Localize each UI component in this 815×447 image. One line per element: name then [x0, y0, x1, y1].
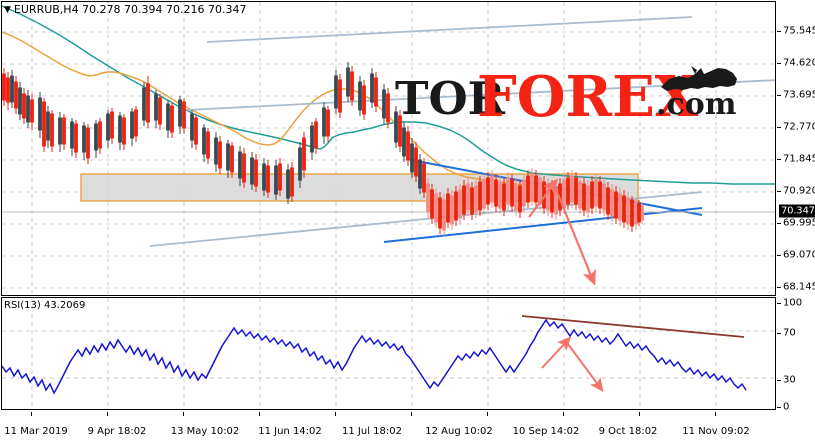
candlestick-series	[2, 62, 644, 236]
price-axis-label: 70.920	[783, 185, 815, 197]
price-chart-svg	[2, 2, 775, 295]
time-axis: 11 Mar 2019 9 Apr 18:02 13 May 10:02 11 …	[0, 412, 815, 447]
lower-channel-line	[149, 191, 703, 247]
price-axis-label: 73.695	[783, 89, 815, 101]
time-axis-label: 11 Jun 14:02	[258, 426, 322, 437]
upper-channel-line	[186, 79, 775, 111]
rsi-axis: 100 70 30 0	[777, 297, 815, 413]
price-axis-label: 72.770	[783, 121, 815, 133]
v-gridlines	[31, 2, 717, 295]
price-axis: 75.545 74.620 73.695 72.770 71.845 70.92…	[777, 1, 815, 296]
current-price-badge: 70.347	[779, 204, 815, 218]
ma-slow-teal-line	[2, 5, 775, 185]
time-axis-label: 11 Nov 09:02	[682, 426, 750, 437]
rsi-indicator-label: RSI(13) 43.2069	[4, 300, 86, 311]
rsi-axis-label: 100	[783, 297, 803, 309]
price-axis-label: 69.995	[783, 217, 815, 229]
rsi-axis-label: 0	[783, 401, 790, 413]
price-chart-panel[interactable]	[1, 1, 776, 296]
rsi-chart-svg	[2, 298, 775, 409]
time-axis-label: 10 Sep 14:02	[512, 426, 580, 437]
price-axis-label: 75.545	[783, 25, 815, 37]
forecast-up-arrow	[528, 178, 559, 218]
rsi-v-gridlines	[31, 298, 717, 409]
time-axis-label: 13 May 10:02	[170, 426, 240, 437]
rsi-chart-panel[interactable]	[1, 297, 776, 410]
price-axis-label: 69.070	[783, 249, 815, 261]
price-axis-label: 68.145	[783, 281, 815, 293]
symbol-ohlc-text: EURRUB,H4 70.278 70.394 70.216 70.347	[13, 3, 247, 16]
h-gridlines	[2, 31, 775, 289]
time-axis-label: 9 Oct 18:02	[598, 426, 658, 437]
rsi-gridlines	[2, 330, 775, 379]
ascending-blue-support	[383, 207, 703, 243]
time-axis-label: 12 Aug 10:02	[425, 426, 493, 437]
rsi-forecast-down-arrow	[567, 343, 604, 393]
price-axis-label: 74.620	[783, 57, 815, 69]
rsi-descending-resistance	[521, 315, 745, 338]
rsi-forecast-up-arrow	[541, 336, 572, 369]
rsi-axis-label: 70	[783, 327, 796, 339]
time-axis-label: 9 Apr 18:02	[87, 426, 147, 437]
time-axis-label: 11 Jul 18:02	[342, 426, 402, 437]
rsi-line	[2, 318, 747, 395]
chevron-down-icon[interactable]: ▼	[4, 5, 11, 15]
forecast-down-arrow	[553, 186, 596, 286]
rsi-axis-label: 30	[783, 374, 796, 386]
price-axis-label: 71.845	[783, 153, 815, 165]
top-guide-line	[206, 16, 693, 43]
symbol-header: ▼ EURRUB,H4 70.278 70.394 70.216 70.347	[4, 3, 247, 16]
time-axis-label: 11 Mar 2019	[4, 426, 68, 437]
